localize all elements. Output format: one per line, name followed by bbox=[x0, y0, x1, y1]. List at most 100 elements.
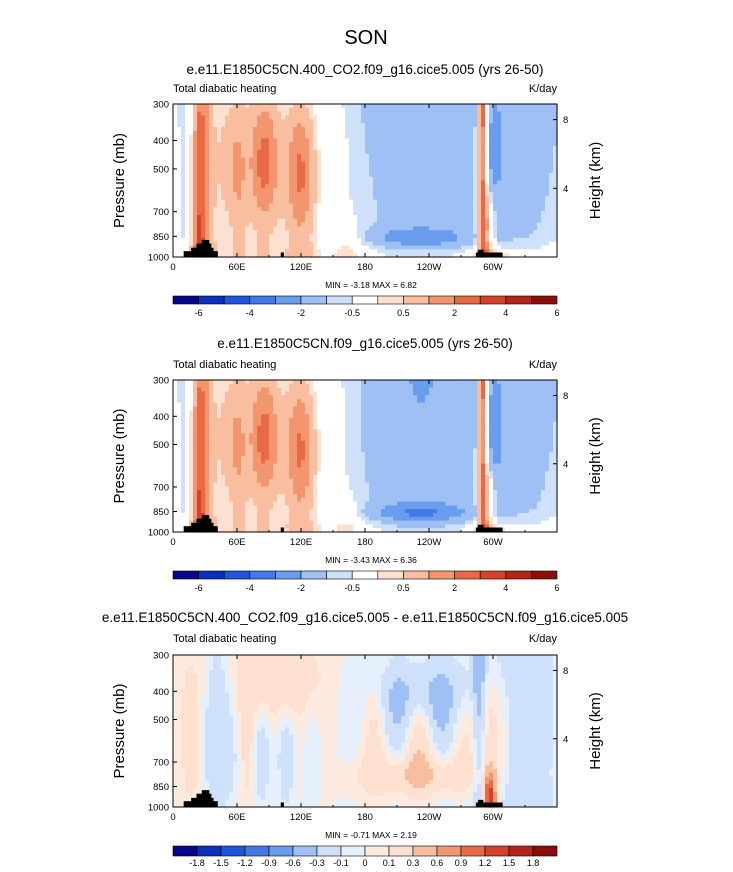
heatmap-cell bbox=[281, 237, 286, 243]
heatmap-cell bbox=[409, 391, 414, 396]
heatmap-cell bbox=[197, 138, 202, 143]
heatmap-cell bbox=[417, 214, 422, 220]
heatmap-cell bbox=[325, 383, 330, 389]
heatmap-cell bbox=[345, 406, 350, 411]
heatmap-cell bbox=[245, 130, 250, 136]
heatmap-cell bbox=[397, 402, 402, 408]
heatmap-cell bbox=[465, 218, 470, 224]
heatmap-cell bbox=[553, 383, 558, 389]
heatmap-cell bbox=[437, 414, 442, 419]
heatmap-cell bbox=[405, 211, 410, 216]
heatmap-cell bbox=[229, 126, 234, 132]
heatmap-cell bbox=[417, 226, 422, 231]
heatmap-cell bbox=[365, 165, 370, 170]
heatmap-cell bbox=[217, 253, 222, 258]
heatmap-cell bbox=[309, 195, 314, 201]
heatmap-cell bbox=[277, 203, 282, 208]
heatmap-cell bbox=[305, 383, 310, 389]
heatmap-cell bbox=[301, 176, 306, 182]
heatmap-cell bbox=[181, 149, 186, 155]
heatmap-cell bbox=[497, 383, 502, 389]
heatmap-cell bbox=[529, 226, 534, 231]
heatmap-cell bbox=[425, 410, 430, 415]
heatmap-cell bbox=[213, 126, 218, 132]
heatmap-cell bbox=[525, 188, 530, 193]
colorbar-swatch bbox=[198, 295, 225, 305]
heatmap-cell bbox=[337, 249, 342, 254]
heatmap-cell bbox=[357, 387, 362, 392]
heatmap-cell bbox=[369, 165, 374, 170]
heatmap-cell bbox=[437, 410, 442, 415]
heatmap-cell bbox=[393, 234, 398, 239]
heatmap-cell bbox=[249, 218, 254, 224]
heatmap-cell bbox=[453, 115, 458, 120]
heatmap-cell bbox=[477, 414, 482, 419]
heatmap-cell bbox=[245, 418, 250, 423]
heatmap-cell bbox=[417, 157, 422, 162]
heatmap-cell bbox=[405, 418, 410, 423]
heatmap-cell bbox=[433, 130, 438, 136]
heatmap-cell bbox=[177, 418, 182, 423]
heatmap-cell bbox=[285, 406, 290, 411]
heatmap-cell bbox=[233, 414, 238, 419]
heatmap-cell bbox=[369, 406, 374, 411]
heatmap-cell bbox=[481, 123, 486, 128]
heatmap-cell bbox=[449, 115, 454, 120]
heatmap-cell bbox=[361, 230, 366, 235]
heatmap-cell bbox=[349, 395, 354, 400]
heatmap-cell bbox=[409, 218, 414, 224]
heatmap-cell bbox=[397, 111, 402, 117]
heatmap-cell bbox=[205, 387, 210, 392]
heatmap-cell bbox=[485, 234, 490, 239]
heatmap-cell bbox=[333, 245, 338, 250]
heatmap-cell bbox=[321, 406, 326, 411]
heatmap-cell bbox=[197, 176, 202, 182]
heatmap-cell bbox=[469, 414, 474, 419]
heatmap-cell bbox=[309, 234, 314, 239]
heatmap-cell bbox=[489, 138, 494, 143]
heatmap-cell bbox=[477, 134, 482, 140]
heatmap-cell bbox=[425, 107, 430, 113]
heatmap-cell bbox=[373, 126, 378, 132]
heatmap-cell bbox=[241, 119, 246, 124]
heatmap-cell bbox=[477, 203, 482, 208]
heatmap-cell bbox=[493, 214, 498, 220]
heatmap-cell bbox=[429, 203, 434, 208]
heatmap-cell bbox=[509, 410, 514, 415]
heatmap-cell bbox=[397, 399, 402, 404]
heatmap-cell bbox=[213, 203, 218, 208]
heatmap-cell bbox=[189, 123, 194, 128]
heatmap-cell bbox=[381, 241, 386, 247]
heatmap-cell bbox=[201, 142, 206, 147]
heatmap-cell bbox=[541, 153, 546, 159]
heatmap-cell bbox=[517, 191, 522, 197]
heatmap-cell bbox=[349, 104, 354, 109]
heatmap-cell bbox=[453, 195, 458, 201]
heatmap-cell bbox=[193, 153, 198, 159]
heatmap-cell bbox=[401, 418, 406, 423]
heatmap-cell bbox=[497, 153, 502, 159]
heatmap-cell bbox=[389, 107, 394, 113]
heatmap-cell bbox=[473, 222, 478, 227]
heatmap-cell bbox=[385, 391, 390, 396]
heatmap-cell bbox=[441, 391, 446, 396]
heatmap-cell bbox=[281, 180, 286, 185]
heatmap-cell bbox=[389, 222, 394, 227]
heatmap-cell bbox=[185, 184, 190, 189]
heatmap-cell bbox=[401, 191, 406, 197]
heatmap-cell bbox=[489, 237, 494, 243]
heatmap-cell bbox=[317, 195, 322, 201]
heatmap-cell bbox=[337, 391, 342, 396]
heatmap-cell bbox=[205, 203, 210, 208]
heatmap-cell bbox=[521, 395, 526, 400]
y-tick-label: 700 bbox=[153, 207, 169, 218]
heatmap-cell bbox=[177, 176, 182, 182]
heatmap-cell bbox=[273, 104, 278, 109]
heatmap-cell bbox=[221, 123, 226, 128]
heatmap-cell bbox=[509, 138, 514, 143]
heatmap-cell bbox=[237, 410, 242, 415]
heatmap-cell bbox=[433, 402, 438, 408]
heatmap-cell bbox=[549, 172, 554, 178]
heatmap-cell bbox=[533, 406, 538, 411]
heatmap-cell bbox=[265, 199, 270, 205]
